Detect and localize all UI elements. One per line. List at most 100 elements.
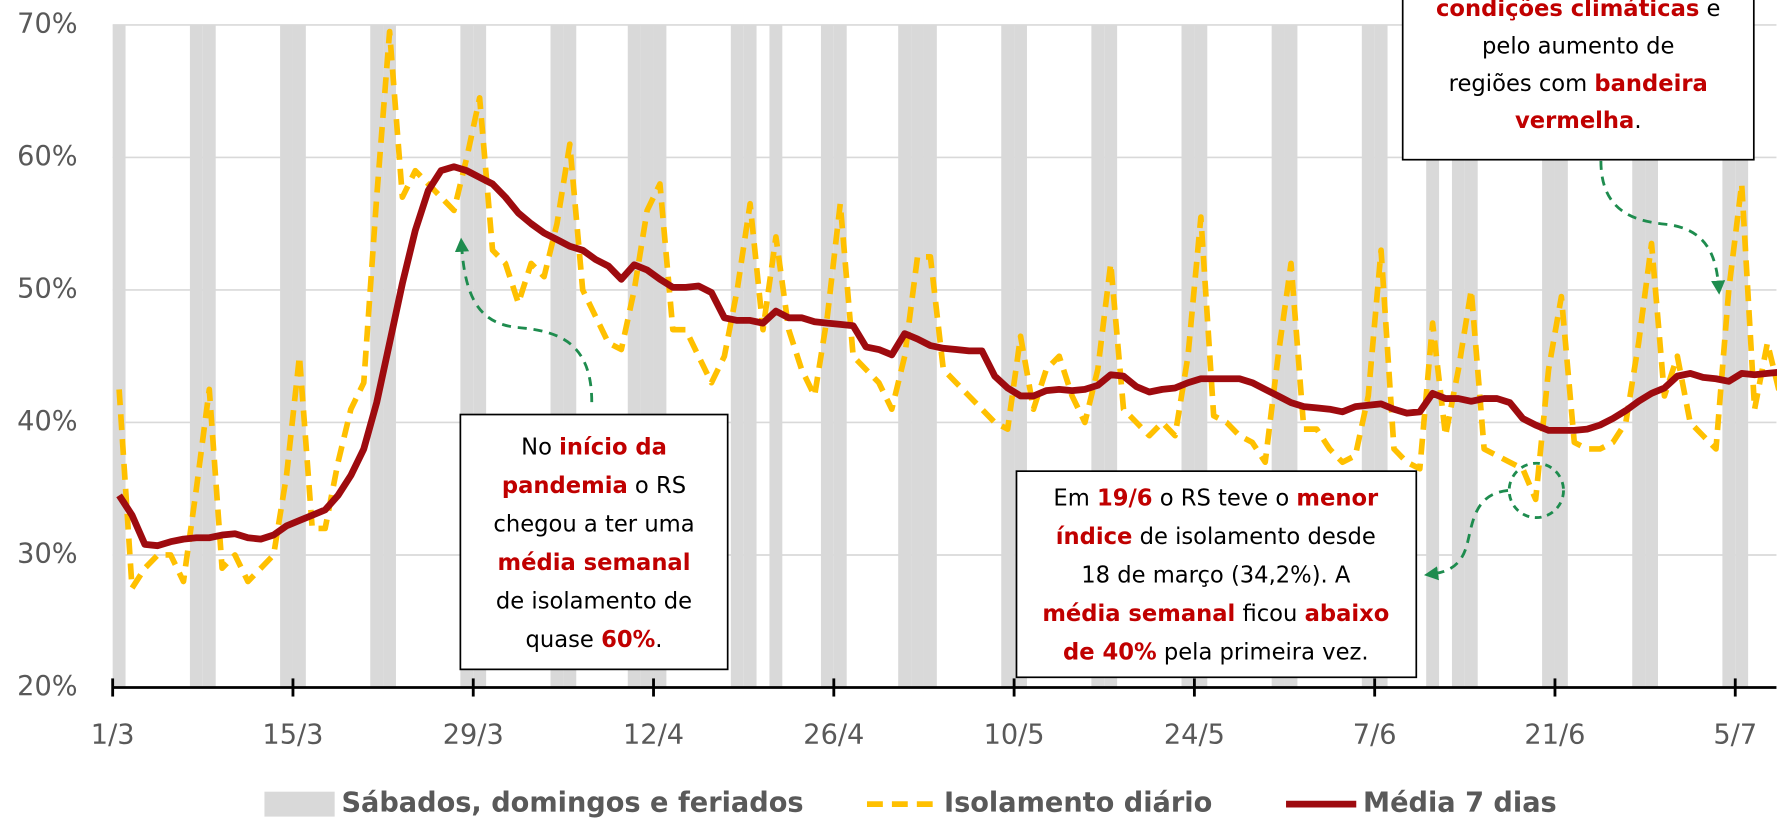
x-tick-label: 1/3 [91,720,135,751]
annotation-text: vermelha [1515,108,1634,134]
bar [769,24,783,688]
mean-line [116,163,1777,550]
x-tick-label: 24/5 [1164,720,1225,751]
bar [370,24,384,688]
annotation-text: 19/6 [1097,485,1153,511]
bar [833,24,847,688]
annotation-text: chegou a ter uma [493,511,694,537]
annotation-box [1015,470,1418,679]
annotation-line: média semanal [498,549,691,575]
bar [1001,24,1015,688]
y-tick-label: 70% [17,8,77,39]
lines [116,28,1777,591]
bar [1645,24,1658,688]
annotation-line: quase 60%. [526,626,663,652]
annotation-line: condições climáticas e [1436,0,1720,22]
legend-swatch [264,791,335,817]
annotation-line: vermelha. [1515,108,1642,134]
daily-line [116,28,1777,591]
annotation-text: e [1699,0,1720,22]
annotation-text: pandemia [502,472,628,498]
highlight-circle [1507,461,1565,520]
bar [1554,24,1568,688]
annotation-text: ficou [1235,600,1304,626]
annotation-line: No início da [521,434,667,460]
annotation-line: de 40% pela primeira vez. [1063,639,1369,665]
annotation-text: pelo aumento de [1482,33,1674,59]
legend-label: Média 7 dias [1363,788,1557,819]
annotation-box [459,413,729,671]
y-tick-label: 20% [17,671,77,702]
annotation-text: condições climáticas [1436,0,1699,22]
annotation-text: de isolamento de [496,588,692,614]
x-tick-label: 21/6 [1524,720,1585,751]
annotation-text: Em [1053,485,1097,511]
bar [923,24,937,688]
annotation-text: pela primeira vez. [1157,639,1369,665]
annotations: No início da pandemia o RS chegou a ter um… [454,0,1755,679]
annotation-box [1401,0,1755,161]
annotation-line: índice de isolamento desde [1056,523,1376,549]
annotation-line: pandemia o RS [502,472,686,498]
annotation-text: média semanal [498,549,691,575]
annotation-line: pelo aumento de [1482,33,1674,59]
annotation-text: índice [1056,523,1133,549]
x-tick-label: 7/6 [1353,720,1397,751]
annotation-line: chegou a ter uma [493,511,694,537]
annotation-line: regiões com bandeira [1449,70,1708,96]
arrow [1599,160,1726,295]
y-tick-label: 30% [17,538,77,569]
annotation-text: regiões com [1449,70,1595,96]
bar [292,24,306,688]
y-tick-label: 40% [17,406,77,437]
annotation-text: No [521,434,559,460]
annotation-text: abaixo [1305,600,1390,626]
annotation-text: quase [526,626,602,652]
bar [1426,24,1440,688]
annotation-text: o RS [628,472,686,498]
bar [189,24,203,688]
x-tick-label: 12/4 [623,720,684,751]
x-tick-label: 29/3 [443,720,504,751]
bar [1722,24,1736,688]
x-tick-label: 5/7 [1713,720,1757,751]
bar [1464,24,1478,688]
bar [112,24,126,688]
annotation-line: de isolamento de [496,588,692,614]
annotation-text: . [655,626,662,652]
annotation-text: o RS teve o [1153,485,1297,511]
axes: 20% 30% 40% 50% 60% 70% 1/3 15/3 29/3 12/4 26/4 10/… [17,8,1777,751]
annotation-text: início da [559,434,667,460]
annotation-text: média semanal [1042,600,1235,626]
bar [280,24,293,688]
bar [911,24,924,688]
annotation-text: . [1634,108,1641,134]
y-tick-label: 50% [17,273,77,304]
legend-label: Isolamento diário [944,788,1212,819]
legend: Sábados, domingos e feriados Isolamento d… [264,788,1557,819]
x-tick-label: 15/3 [262,720,323,751]
annotation-text: 60% [601,626,655,652]
legend-label: Sábados, domingos e feriados [341,788,803,819]
bar [1632,24,1646,688]
arrow [1423,489,1509,581]
annotation-line: média semanal ficou abaixo [1042,600,1389,626]
x-tick-label: 26/4 [803,720,864,751]
bar [1735,24,1749,688]
annotation-text: de 40% [1063,639,1157,665]
bar [730,24,744,688]
y-tick-label: 60% [17,141,77,172]
bar [202,24,216,688]
x-tick-label: 10/5 [984,720,1045,751]
annotation-text: bandeira [1594,70,1707,96]
bar [820,24,834,688]
annotation-text: 18 de março (34,2%). A [1081,562,1351,588]
bar [743,24,757,688]
annotation-text: menor [1296,485,1379,511]
annotation-line: 18 de março (34,2%). A [1081,562,1351,588]
bar [898,24,912,688]
annotation-text: de isolamento desde [1132,523,1375,549]
annotation-line: Em 19/6 o RS teve o menor [1053,485,1379,511]
